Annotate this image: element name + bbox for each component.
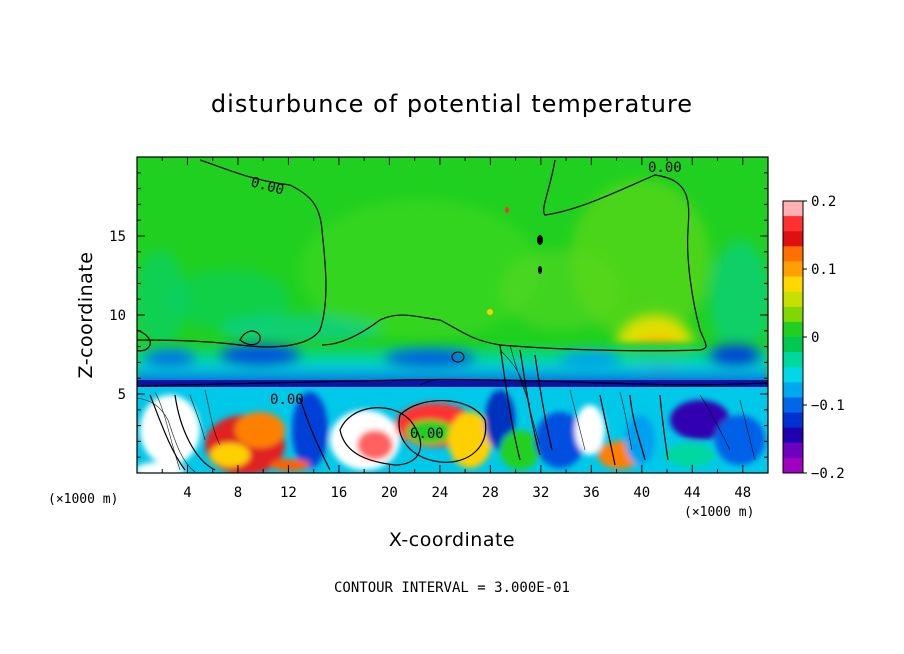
colorbar-tick-label: −0.2: [811, 466, 845, 482]
y-axis-label: Z-coordinate: [75, 252, 97, 379]
colorbar-swatch: [783, 412, 803, 429]
x-tick-label: 24: [431, 485, 448, 501]
chart-title: disturbunce of potential temperature: [211, 90, 693, 118]
colorbar-swatch: [783, 276, 803, 293]
colorbar-swatch: [783, 352, 803, 368]
x-axis-label: X-coordinate: [389, 529, 515, 551]
y-axis-ticks: 5 10 15: [109, 172, 768, 458]
x-axis-ticks: 4 8 12 16 20 24 28 32 36 40 44 48: [161, 157, 751, 501]
colorbar-swatch: [783, 397, 803, 414]
colorbar-ticks: 0.2 0.1 0 −0.1 −0.2: [803, 194, 845, 482]
x-tick-label: 8: [234, 485, 242, 501]
colorbar-swatch: [783, 261, 803, 278]
x-tick-label: 16: [330, 485, 347, 501]
colorbar-swatch: [783, 337, 803, 353]
contour-label: 0.00: [410, 426, 444, 442]
colorbar-tick-label: −0.1: [811, 398, 845, 414]
colorbar-tick-label: 0: [811, 330, 819, 346]
y-tick-label: 5: [118, 387, 126, 403]
colorbar-swatch: [783, 231, 803, 247]
y-unit-label: (×1000 m): [48, 492, 118, 507]
y-tick-label: 10: [109, 308, 126, 324]
x-tick-label: 32: [532, 485, 549, 501]
colorbar-swatch: [783, 382, 803, 398]
colorbar-tick-label: 0.1: [811, 262, 836, 278]
x-tick-label: 28: [482, 485, 499, 501]
x-tick-label: 40: [633, 485, 650, 501]
x-tick-label: 44: [684, 485, 701, 501]
colorbar: [782, 200, 804, 474]
colorbar-swatch: [783, 291, 803, 308]
x-tick-label: 20: [381, 485, 398, 501]
colorbar-swatch: [783, 246, 803, 262]
x-tick-label: 36: [583, 485, 600, 501]
colorbar-swatch: [783, 321, 803, 338]
colorbar-swatch: [783, 442, 803, 459]
contour-label: 0.00: [648, 160, 682, 176]
contour-interval-text: CONTOUR INTERVAL = 3.000E-01: [334, 580, 570, 596]
colorbar-swatch: [783, 457, 803, 474]
colorbar-swatch: [783, 367, 803, 383]
colorbar-swatch: [783, 427, 803, 444]
heatmap-field: [137, 157, 768, 473]
x-tick-label: 48: [734, 485, 751, 501]
colorbar-swatch: [783, 306, 803, 323]
y-tick-label: 15: [109, 229, 126, 245]
colorbar-swatch: [783, 216, 803, 232]
x-tick-label: 12: [280, 485, 297, 501]
colorbar-tick-label: 0.2: [811, 194, 836, 210]
colorbar-swatch: [783, 201, 803, 217]
contour-label: 0.00: [270, 392, 304, 408]
x-tick-label: 4: [183, 485, 191, 501]
x-unit-label: (×1000 m): [684, 505, 754, 520]
